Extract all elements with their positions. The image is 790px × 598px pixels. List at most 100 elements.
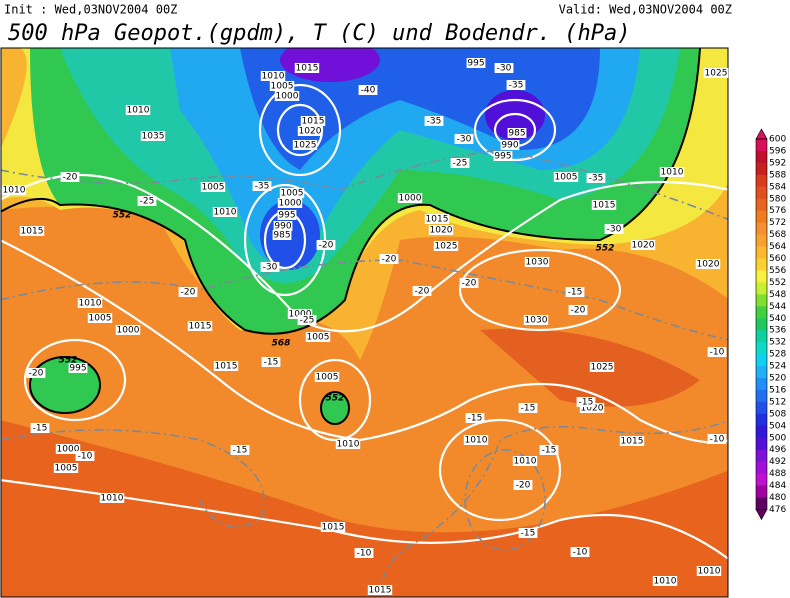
temperature-label-box	[513, 480, 533, 490]
isobar-label: 1010	[127, 106, 150, 116]
colorbar-label: 508	[769, 409, 786, 419]
temperature-label: -35	[427, 117, 442, 127]
colorbar-band	[756, 234, 767, 248]
isobar-label-box	[77, 298, 103, 308]
isobar-label-box	[524, 257, 550, 267]
isobar-label-box	[367, 585, 393, 595]
colorbar-band	[756, 413, 767, 427]
isobar-label: 1010	[3, 186, 26, 196]
isobar-label-box	[493, 151, 513, 161]
temperature-label: -20	[319, 241, 334, 251]
isobar-label: 1015	[21, 227, 44, 237]
isobar-label: 985	[273, 231, 290, 241]
temperature-label: -20	[382, 255, 397, 265]
temperature-label-box	[459, 278, 479, 288]
isobar-label: 990	[274, 222, 291, 232]
isobar-label-box	[274, 91, 300, 101]
colorbar-label: 560	[769, 254, 786, 264]
temperature-label-box	[230, 445, 250, 455]
isobar-label: 1000	[276, 92, 299, 102]
isobar	[458, 248, 622, 332]
temperature-label: -20	[29, 369, 44, 379]
isobar-label-box	[287, 309, 313, 319]
colorbar-band	[756, 222, 767, 236]
isobar-label: 1010	[79, 299, 102, 309]
isobar	[473, 98, 557, 162]
temperature-line	[1, 149, 728, 221]
geopotential-line	[1, 48, 701, 335]
isobar-label-box	[500, 140, 520, 150]
colorbar-band	[756, 330, 767, 343]
colorbar-label: 504	[769, 421, 786, 431]
colorbar-label: 588	[769, 170, 786, 180]
isobar-label-box	[553, 172, 579, 182]
colorbar-band	[756, 139, 767, 152]
colorbar-band	[756, 246, 767, 259]
colorbar-label: 492	[769, 457, 786, 467]
colorbar-band	[756, 294, 767, 307]
isobar-label: 1020	[430, 226, 453, 236]
temperature-label: -25	[140, 197, 155, 207]
temperature-label: -10	[573, 548, 588, 558]
isobar-label: 1030	[525, 316, 548, 326]
temperature-label-box	[261, 357, 281, 367]
isobar-label: 1010	[654, 577, 677, 587]
colorbar-label: 544	[769, 302, 786, 312]
isobar-label: 1005	[202, 183, 225, 193]
colorbar-label: 480	[769, 493, 786, 503]
temperature-label: -15	[233, 446, 248, 456]
temperature-label: -35	[589, 174, 604, 184]
isobar-label: 1000	[117, 326, 140, 336]
isobar-label: 1010	[698, 567, 721, 577]
temperature-label: -20	[571, 306, 586, 316]
temperature-line	[1, 259, 728, 341]
colorbar-label: 528	[769, 350, 786, 360]
isobar-label-box	[213, 361, 239, 371]
colorbar-band	[756, 282, 767, 295]
title: 500 hPa Geopot.(gpdm), T (C) und Bodendr…	[8, 21, 631, 46]
temperature-label: -10	[78, 452, 93, 462]
temperature-label-box	[260, 262, 280, 272]
isobar-label-box	[695, 259, 721, 269]
isobar-label-box	[1, 185, 27, 195]
isobar-label: 1015	[593, 201, 616, 211]
geopotential-label: 552	[326, 394, 345, 404]
isobar	[298, 358, 372, 442]
temperature-label-box	[26, 368, 46, 378]
temperature-line	[1, 429, 265, 528]
colorbar-label: 552	[769, 278, 786, 288]
colorbar-label: 520	[769, 374, 786, 384]
warm-field	[1, 420, 728, 597]
isobar-label-box	[305, 332, 331, 342]
colorbar-band	[756, 401, 767, 415]
temperature-label-box	[707, 434, 727, 444]
isobar-label: 1005	[55, 464, 78, 474]
isobar	[438, 418, 562, 522]
cutoff-low	[320, 391, 350, 425]
temperature-label: -20	[63, 173, 78, 183]
colorbar-band	[756, 318, 767, 331]
isobar-label-box	[187, 321, 213, 331]
colorbar-band	[756, 354, 767, 367]
colorbar-band	[756, 270, 767, 283]
isobar-label-box	[591, 200, 617, 210]
isobar-label: 995	[467, 59, 484, 69]
isobar-label-box	[589, 362, 615, 372]
isobar-label-box	[507, 128, 527, 138]
temperature-label: -35	[509, 81, 524, 91]
temperature-label: -15	[579, 398, 594, 408]
isobar-label: 1015	[302, 117, 325, 127]
isobar-label-box	[512, 456, 538, 466]
isobar-label-box	[292, 140, 318, 150]
temperature-label-box	[576, 397, 596, 407]
colorbar-label: 532	[769, 338, 786, 348]
isobar-label-box	[300, 116, 326, 126]
isobar-label-box	[630, 240, 656, 250]
temperature-label: -30	[607, 225, 622, 235]
temperature-line	[379, 419, 728, 597]
geopotential-label: 568	[272, 339, 291, 349]
isobar	[1, 479, 728, 560]
temperature-label: -25	[300, 316, 315, 326]
temperature-label-box	[465, 413, 485, 423]
isobar-label-box	[297, 126, 323, 136]
